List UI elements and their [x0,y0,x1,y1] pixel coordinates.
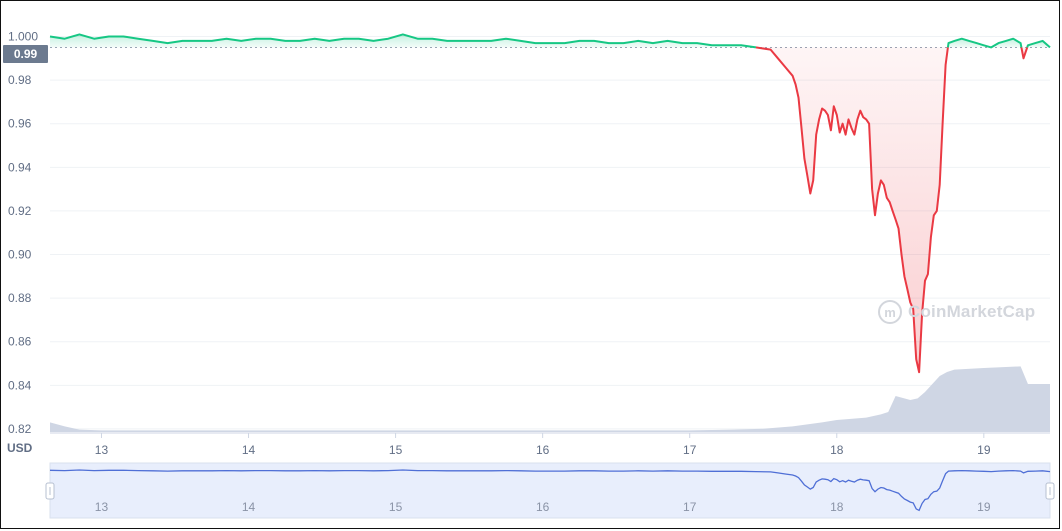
price-fill-down [755,47,948,373]
navigator-label: 19 [977,500,991,514]
y-axis: 1.000 0.98 0.96 0.94 0.92 0.90 0.88 0.86 0.84 0.8… [8,30,38,436]
y-tick-label: 0.82 [8,422,32,436]
coinmarketcap-logo-icon: m [878,300,902,324]
navigator-label: 18 [830,500,844,514]
price-line-down [755,46,949,374]
price-line-down [1020,47,1029,60]
y-tick-label: 0.90 [8,248,32,262]
y-tick-label: 0.86 [8,335,32,349]
price-line-up [946,37,1023,49]
price-line-up [49,33,757,49]
x-tick-label: 17 [683,443,697,457]
x-tick-label: 15 [389,443,403,457]
navigator-selection[interactable] [49,462,1051,519]
navigator-label: 14 [242,500,256,514]
watermark-text: CoinMarketCap [908,302,1036,321]
navigator-label: 16 [536,500,550,514]
price-fill-up [50,34,756,48]
y-tick-label: 0.94 [8,160,32,174]
x-tick-label: 13 [95,443,109,457]
price-line-up [1026,39,1051,49]
navigator-line [49,469,1051,512]
x-tick-label: 19 [977,443,991,457]
navigator-label: 15 [389,500,403,514]
x-tick-label: 16 [536,443,550,457]
y-tick-label: 0.98 [8,73,32,87]
x-tick-label: 18 [830,443,844,457]
price-line [49,33,1051,374]
range-navigator[interactable]: 13 14 15 16 17 18 19 [45,462,1055,519]
x-axis: 13 14 15 16 17 18 19 [50,432,1050,457]
y-tick-label: 1.000 [8,30,38,44]
current-price-badge: 0.99 [3,45,48,63]
y-tick-label: 0.92 [8,204,32,218]
y-tick-label: 0.84 [8,378,32,392]
navigator-label: 17 [683,500,697,514]
y-tick-label: 0.96 [8,117,32,131]
y-tick-label: 0.88 [8,291,32,305]
volume-area [50,366,1050,432]
currency-label: USD [7,441,33,455]
x-tick-label: 14 [242,443,256,457]
watermark: m CoinMarketCap [878,298,1035,326]
navigator-label: 13 [95,500,109,514]
volume-area-shape [50,366,1050,432]
